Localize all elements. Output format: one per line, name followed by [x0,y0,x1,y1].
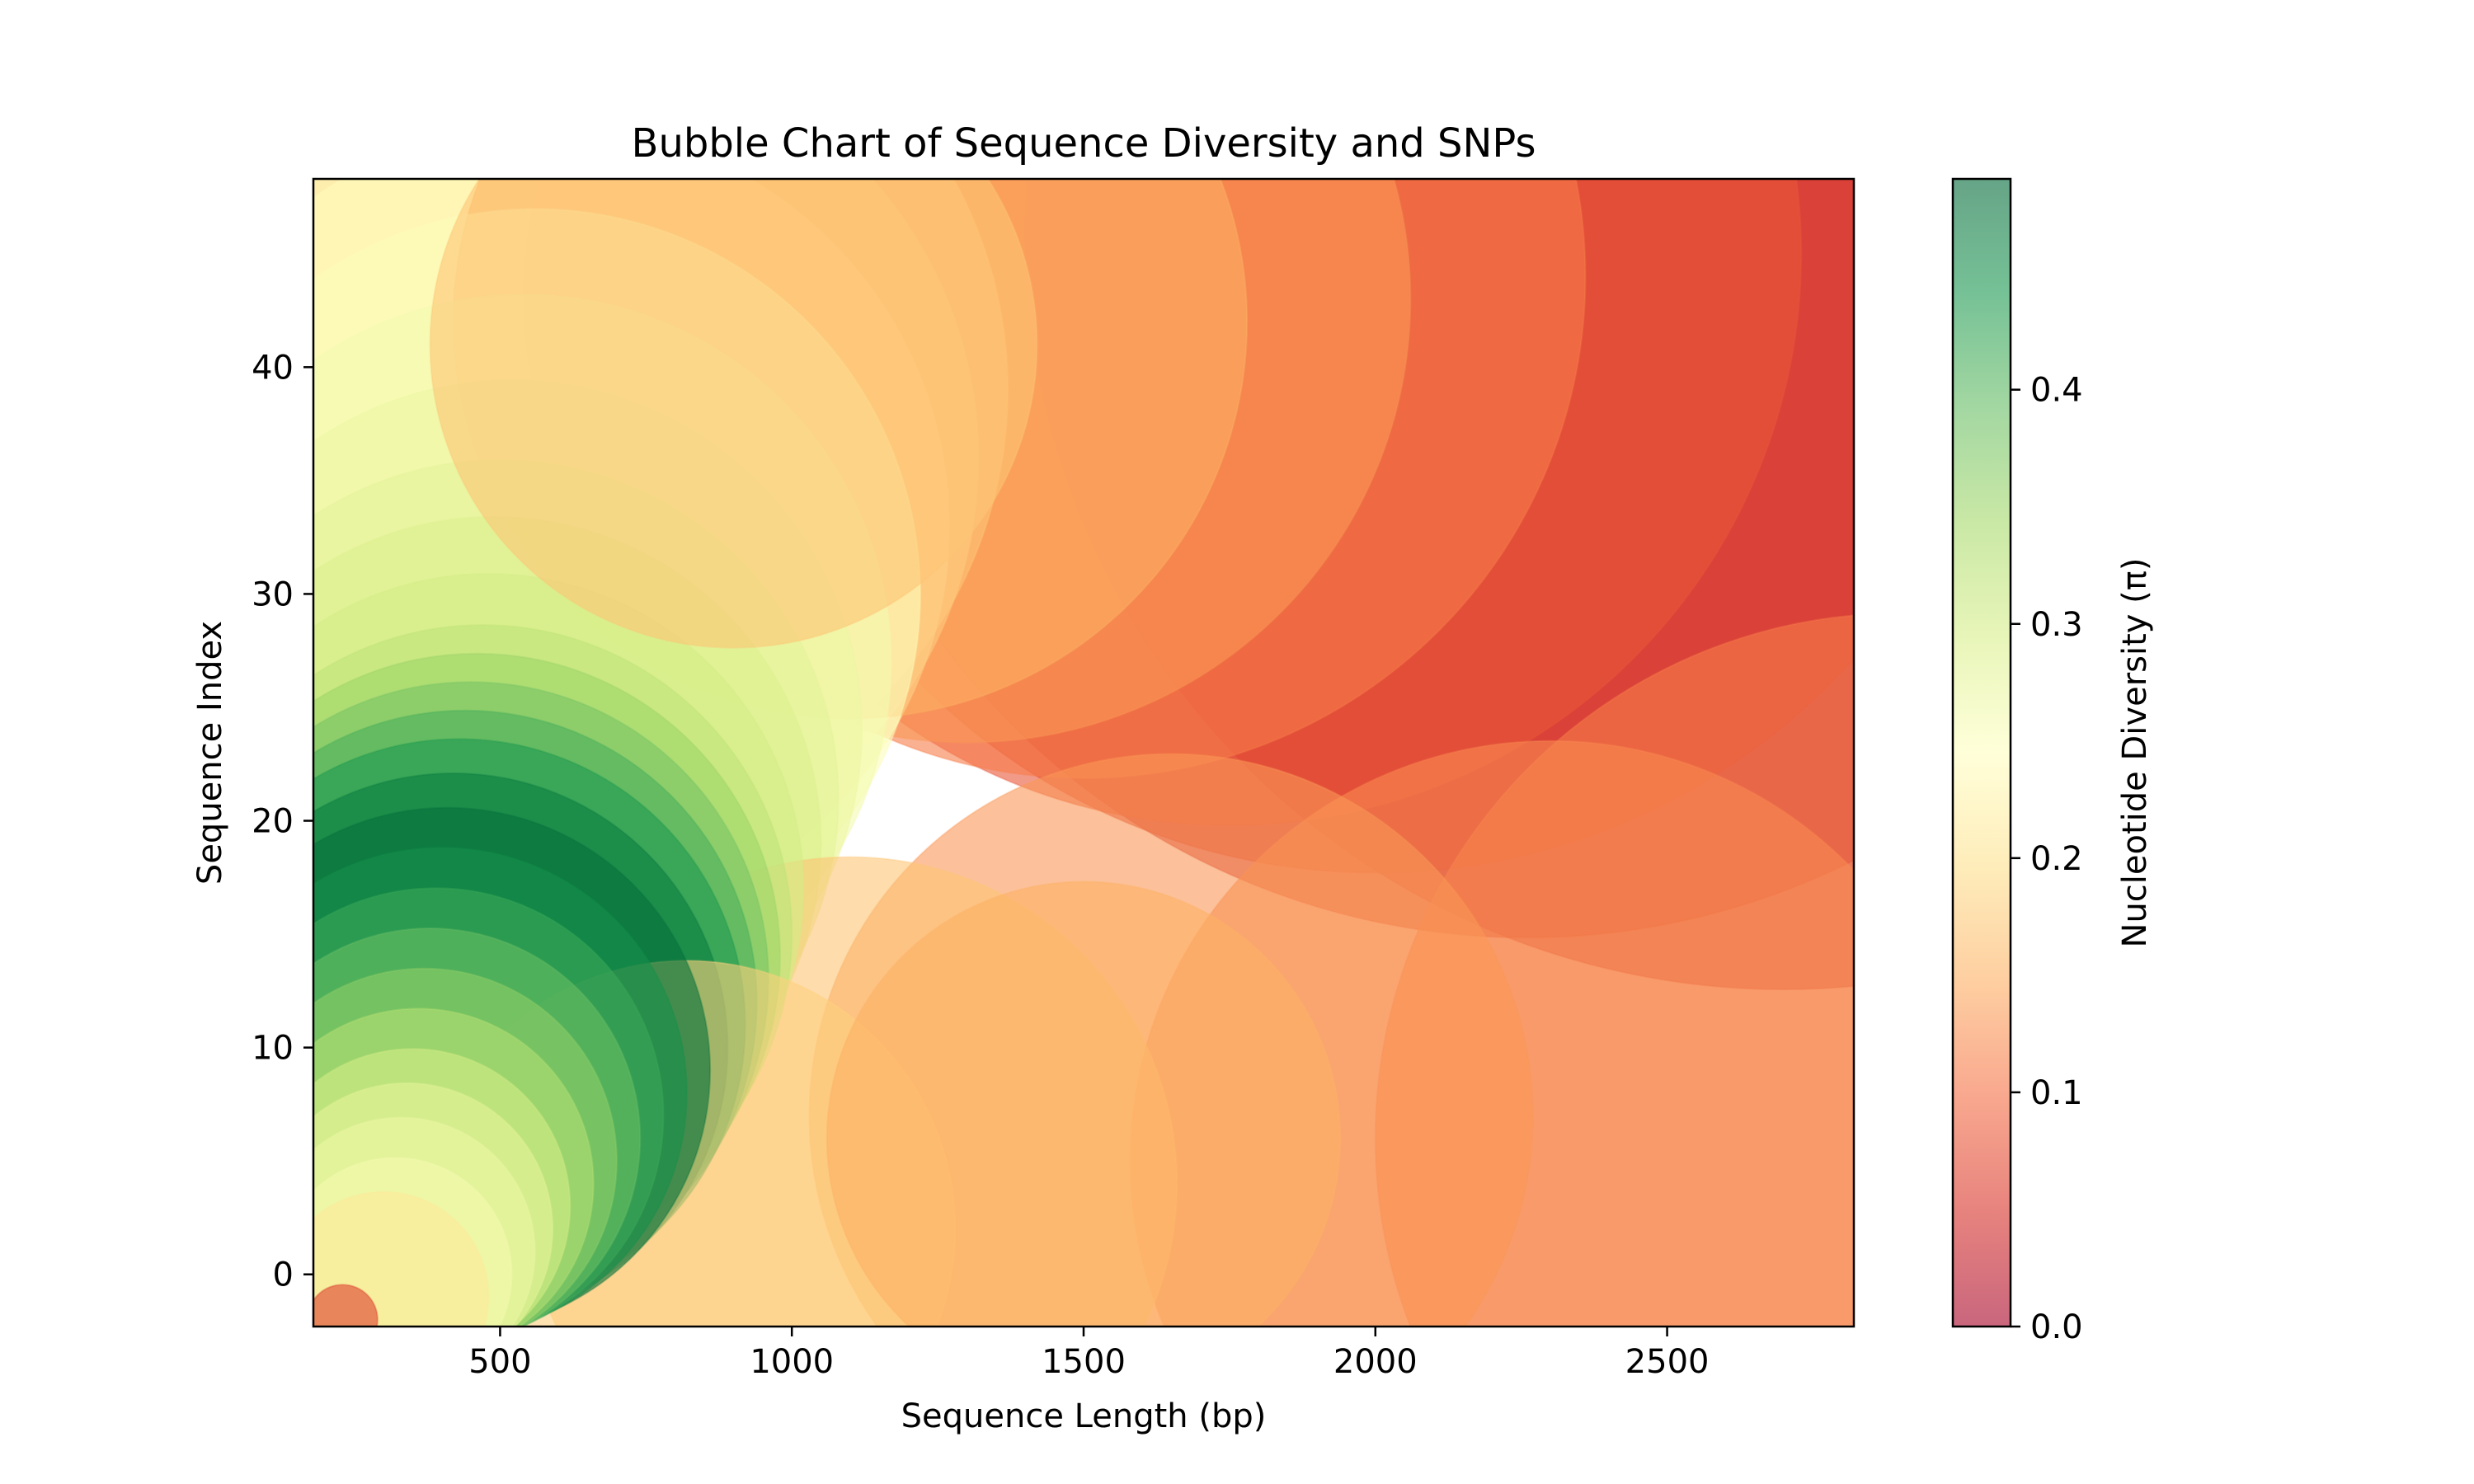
x-tick-label: 1500 [1042,1343,1126,1381]
x-tick-label: 500 [468,1343,531,1381]
bubble-point [313,1284,379,1327]
colorbar-tick-label: 0.2 [2030,840,2083,878]
y-tick-label: 40 [252,349,294,387]
colorbar-ticks: 0.0 0.1 0.2 0.3 0.4 [2011,372,2083,1346]
x-axis-label: Sequence Length (bp) [901,1397,1267,1435]
x-axis: 500 1000 1500 2000 2500 [468,1327,1709,1381]
x-tick-label: 2500 [1625,1343,1710,1381]
bubble-point [313,1190,490,1327]
y-tick-label: 30 [252,575,294,613]
y-axis-label: Sequence Index [191,621,229,885]
x-tick-label: 2000 [1333,1343,1418,1381]
chart-title: Bubble Chart of Sequence Diversity and S… [632,120,1536,167]
colorbar-frame [1951,177,2012,1328]
y-tick-label: 10 [252,1030,294,1068]
bubbles-layer [313,179,1854,1327]
y-axis: 0 10 20 30 40 [252,349,313,1294]
colorbar-tick-label: 0.3 [2030,606,2083,644]
colorbar-tick-label: 0.1 [2030,1074,2083,1112]
y-tick-label: 20 [252,803,294,841]
bubble-point [429,179,1038,649]
colorbar: 0.0 0.1 0.2 0.3 0.4 Nucleotide Diversity (π) [1951,177,2154,1346]
bubble-point [825,881,1342,1327]
colorbar-gradient [1953,179,2011,1327]
colorbar-tick-label: 0.4 [2030,372,2083,410]
y-tick-label: 0 [273,1256,294,1294]
x-tick-label: 1000 [750,1343,834,1381]
colorbar-tick-label: 0.0 [2030,1308,2083,1346]
colorbar-label: Nucleotide Diversity (π) [2116,558,2154,948]
